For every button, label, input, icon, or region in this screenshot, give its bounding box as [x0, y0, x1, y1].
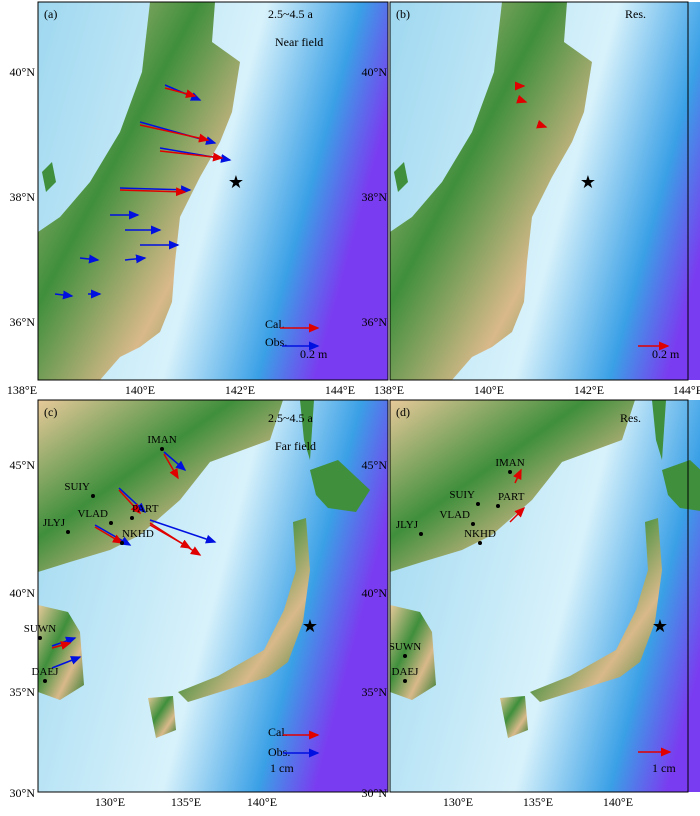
- lat-label: 38°N: [10, 190, 36, 204]
- panel-tag: 2.5~4.5 a: [268, 7, 313, 21]
- panel-tag: 2.5~4.5 a: [268, 411, 313, 425]
- lat-label: 40°N: [362, 65, 388, 79]
- legend-text: 1 cm: [652, 761, 676, 775]
- lon-label: 140°E: [474, 383, 504, 397]
- panel-label: (b): [396, 7, 410, 21]
- epicenter-star: ★: [228, 172, 244, 192]
- station-label: IMAN: [147, 434, 176, 446]
- station-label: PART: [132, 503, 159, 515]
- panel-frame: [37, 1, 389, 381]
- lat-label: 38°N: [362, 190, 388, 204]
- station-label: JLYJ: [396, 519, 419, 531]
- lon-label: 138°E: [374, 383, 404, 397]
- station-dot: [120, 541, 124, 545]
- lat-label: 36°N: [10, 315, 36, 329]
- panel-label: (c): [44, 405, 57, 419]
- panel-tag: Near field: [275, 35, 323, 49]
- lon-label: 130°E: [443, 795, 473, 809]
- lon-label: 138°E: [7, 383, 37, 397]
- lat-label: 40°N: [10, 586, 36, 600]
- panel-frame: [37, 399, 389, 793]
- panel-label: (a): [44, 7, 57, 21]
- station-dot: [476, 502, 480, 506]
- station-dot: [403, 654, 407, 658]
- epicenter-star: ★: [302, 616, 318, 636]
- vectors-b: [515, 81, 548, 129]
- map-c: [38, 400, 388, 792]
- station-dot: [508, 470, 512, 474]
- legend-text: Cal.: [265, 317, 285, 331]
- lon-label: 135°E: [171, 795, 201, 809]
- station-dot: [130, 516, 134, 520]
- panel-tag: Res.: [620, 411, 641, 425]
- legend-text: Obs.: [265, 335, 287, 349]
- lat-label: 40°N: [362, 586, 388, 600]
- epicenter-star: ★: [652, 616, 668, 636]
- station-label: SUWN: [24, 623, 56, 635]
- map-a: [38, 2, 388, 380]
- station-dot: [109, 521, 113, 525]
- panel-label: (d): [396, 405, 410, 419]
- station-dot: [478, 541, 482, 545]
- station-label: IMAN: [495, 457, 524, 469]
- panel-tag: Far field: [275, 439, 316, 453]
- station-dot: [419, 532, 423, 536]
- map-d: [390, 400, 700, 792]
- station-label: DAEJ: [392, 666, 420, 678]
- panel-frame: [389, 399, 689, 793]
- station-label: JLYJ: [43, 517, 66, 529]
- lat-label: 35°N: [10, 685, 36, 699]
- station-dot: [66, 530, 70, 534]
- station-label: SUIY: [64, 481, 90, 493]
- station-label: DAEJ: [32, 666, 60, 678]
- station-dot: [403, 679, 407, 683]
- lat-label: 30°N: [10, 786, 36, 800]
- station-label: NKHD: [464, 528, 496, 540]
- map-b: [390, 2, 700, 380]
- lon-label: 142°E: [574, 383, 604, 397]
- lon-label: 140°E: [603, 795, 633, 809]
- station-dot: [471, 522, 475, 526]
- legend-text: Cal.: [268, 725, 288, 739]
- lat-label: 40°N: [10, 65, 36, 79]
- lon-label: 144°E: [325, 383, 355, 397]
- legend-text: 0.2 m: [652, 347, 680, 361]
- lat-label: 35°N: [362, 685, 388, 699]
- lon-label: 140°E: [247, 795, 277, 809]
- station-label: VLAD: [77, 508, 108, 520]
- lon-label: 135°E: [523, 795, 553, 809]
- lon-label: 144°E: [673, 383, 700, 397]
- vectors-d: [509, 468, 526, 523]
- lat-label: 45°N: [10, 458, 36, 472]
- vectors-a: [54, 84, 232, 300]
- panel-frame: [389, 1, 689, 381]
- lon-label: 130°E: [95, 795, 125, 809]
- station-dot: [43, 679, 47, 683]
- station-label: SUIY: [449, 489, 475, 501]
- lon-label: 142°E: [225, 383, 255, 397]
- vectors-c: [51, 451, 217, 669]
- legend-text: 0.2 m: [300, 347, 328, 361]
- station-dot: [160, 447, 164, 451]
- station-dot: [91, 494, 95, 498]
- legend-text: Obs.: [268, 745, 290, 759]
- lat-label: 45°N: [362, 458, 388, 472]
- epicenter-star: ★: [580, 172, 596, 192]
- station-label: PART: [498, 491, 525, 503]
- panel-tag: Res.: [625, 7, 646, 21]
- legend-text: 1 cm: [270, 761, 294, 775]
- station-dot: [38, 636, 42, 640]
- lat-label: 36°N: [362, 315, 388, 329]
- lat-label: 30°N: [362, 786, 388, 800]
- lon-label: 140°E: [125, 383, 155, 397]
- station-label: SUWN: [389, 641, 421, 653]
- station-label: VLAD: [439, 509, 470, 521]
- station-label: NKHD: [122, 528, 154, 540]
- station-dot: [496, 504, 500, 508]
